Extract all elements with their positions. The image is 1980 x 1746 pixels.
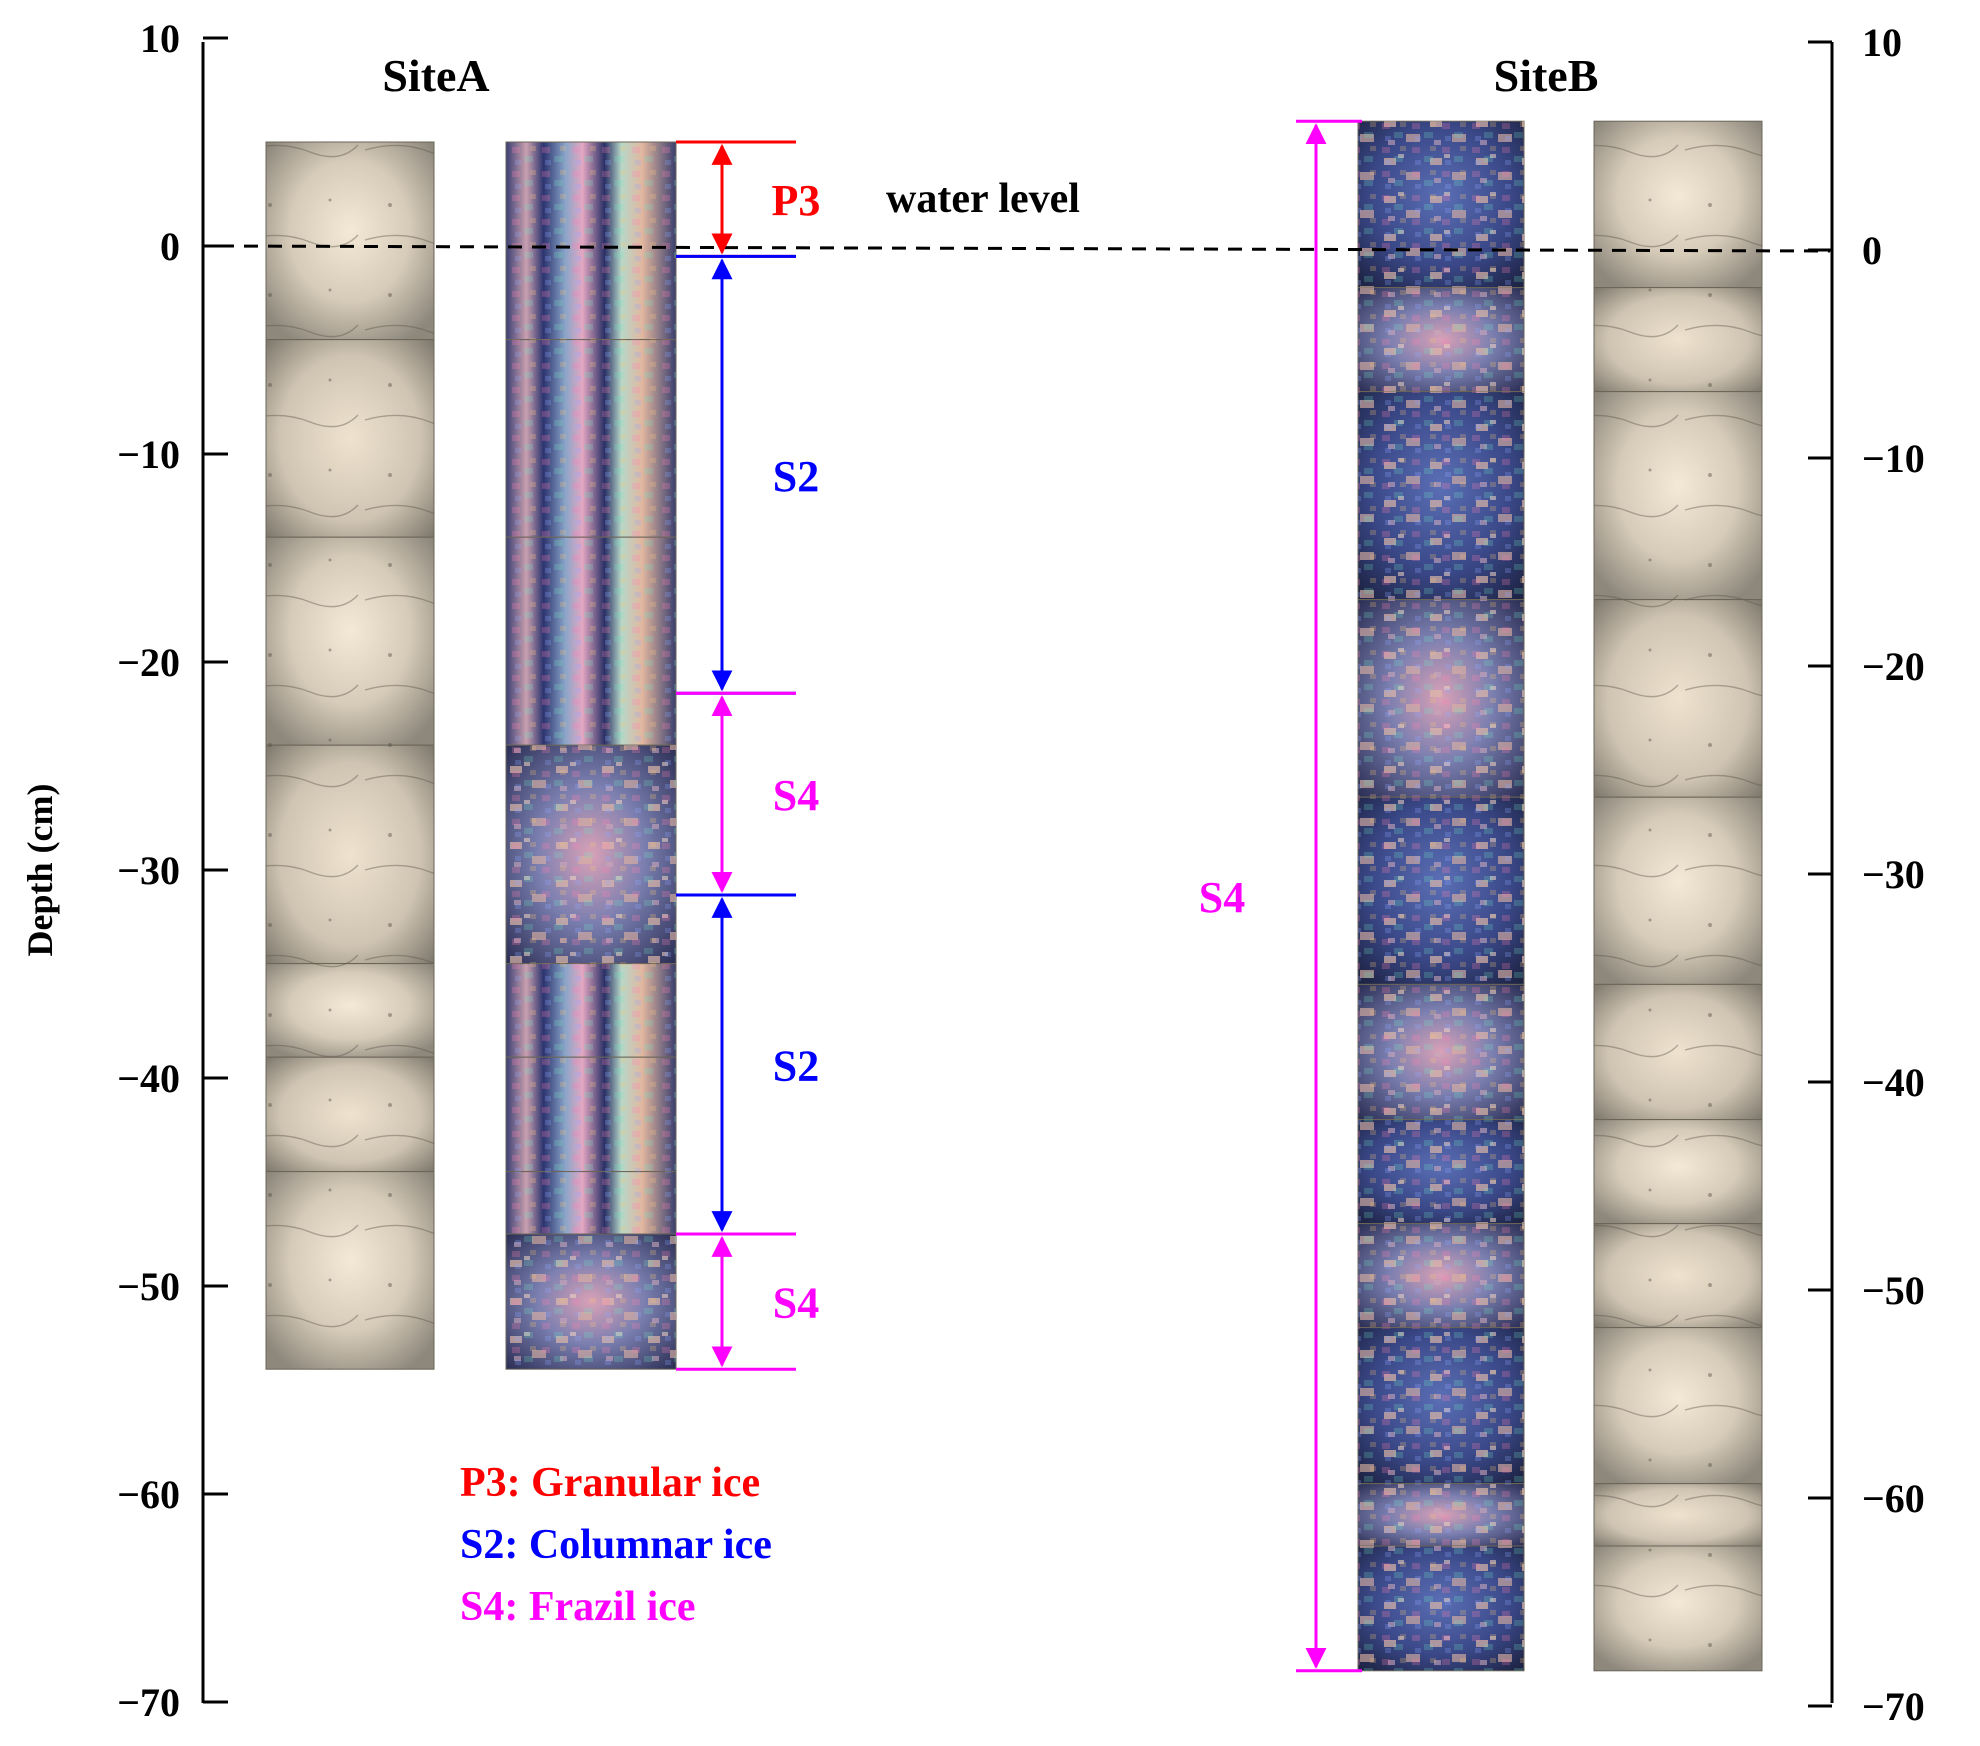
right-axis-ticks: 10 0 −10 −20 −30 −40 −50 −60 −70	[1808, 20, 1925, 1729]
left-tick-label: −30	[117, 848, 180, 893]
plain-core-photo-segment	[1593, 796, 1763, 985]
layer-label: S2	[773, 1041, 819, 1090]
left-tick-label: 10	[140, 16, 180, 61]
plain-core-photo-segment	[265, 963, 435, 1058]
right-tick-label: −70	[1862, 1684, 1925, 1729]
plain-core-photo-segment	[1593, 1119, 1763, 1225]
left-tick-label: 0	[160, 224, 180, 269]
polarized-core-photo-segment	[505, 963, 677, 1058]
legend-entry: S2: Columnar ice	[460, 1522, 772, 1568]
layer-bracket-s4: S4	[676, 691, 819, 897]
water-level-line	[219, 244, 1831, 253]
layer-bracket-s4: S4	[1199, 119, 1362, 1673]
polarized-core-photo-segment	[1357, 1483, 1525, 1547]
layer-bracket-s4: S4	[676, 1232, 819, 1371]
right-tick-label: −20	[1862, 644, 1925, 689]
legend-entry: P3: Granular ice	[460, 1460, 760, 1506]
left-tick-label: −20	[117, 640, 180, 685]
polarized-core-photo-segment	[1357, 599, 1525, 798]
polarized-core-photo-segment	[505, 744, 677, 965]
left-tick-label: −70	[117, 1680, 180, 1725]
right-tick-label: −60	[1862, 1476, 1925, 1521]
ice-type-legend: P3: Granular ice S2: Columnar ice S4: Fraz…	[460, 1460, 772, 1630]
plain-core-photo-segment	[265, 339, 435, 538]
left-tick-label: −50	[117, 1264, 180, 1309]
plain-core-photo-segment	[265, 1056, 435, 1173]
polarized-core-photo-segment	[505, 536, 677, 746]
site-a-polarized-core	[505, 141, 677, 1370]
polarized-core-photo-segment	[505, 1171, 677, 1235]
left-tick-label: −60	[117, 1472, 180, 1517]
site-b-title: SiteB	[1494, 50, 1599, 101]
left-depth-axis: 10 0 −10 −20 −30 −40 −50 −60 −70	[117, 16, 228, 1725]
left-tick-label: −10	[117, 432, 180, 477]
layer-label: S4	[773, 771, 819, 820]
polarized-core-photo-segment	[1357, 391, 1525, 601]
left-tick-label: −40	[117, 1056, 180, 1101]
layer-label: S4	[773, 1279, 819, 1328]
polarized-core-photo-segment	[505, 339, 677, 538]
plain-core-photo-segment	[265, 141, 435, 341]
polarized-core-photo-segment	[1357, 1119, 1525, 1225]
legend-entry: S4: Frazil ice	[460, 1584, 696, 1630]
polarized-core-photo-segment	[1357, 796, 1525, 985]
polarized-core-photo-segment	[1357, 287, 1525, 393]
right-tick-label: −50	[1862, 1268, 1925, 1313]
polarized-core-photo-segment	[1357, 120, 1525, 289]
right-tick-label: −10	[1862, 436, 1925, 481]
polarized-core-photo-segment	[1357, 983, 1525, 1121]
left-axis-ticks: 10 0 −10 −20 −30 −40 −50 −60 −70	[117, 16, 228, 1725]
right-depth-axis: 10 0 −10 −20 −30 −40 −50 −60 −70	[1808, 20, 1925, 1729]
plain-core-photo-segment	[1593, 599, 1763, 798]
right-tick-label: 10	[1862, 20, 1902, 65]
plain-core-photo-segment	[1593, 287, 1763, 393]
layer-bracket-s2: S2	[676, 893, 819, 1236]
plain-core-photo-segment	[1593, 120, 1763, 289]
plain-core-photo-segment	[1593, 983, 1763, 1121]
site-a-plain-core	[265, 141, 435, 1370]
polarized-core-photo-segment	[1357, 1223, 1525, 1329]
layer-label: S2	[773, 452, 819, 501]
plain-core-photo-segment	[1593, 1327, 1763, 1485]
layer-label: S4	[1199, 873, 1245, 922]
site-b-plain-core	[1593, 120, 1763, 1672]
polarized-core-photo-segment	[1357, 1327, 1525, 1485]
layer-bracket-p3: P3	[676, 140, 821, 258]
plain-core-photo-segment	[1593, 1545, 1763, 1672]
right-tick-label: 0	[1862, 228, 1882, 273]
water-level-label: water level	[886, 176, 1080, 222]
site-b-polarized-core	[1357, 120, 1525, 1672]
layer-label: P3	[772, 176, 821, 225]
plain-core-photo-segment	[265, 1171, 435, 1370]
site-a-layer-brackets: P3 S2 S4 S2 S4	[676, 140, 821, 1371]
right-tick-label: −30	[1862, 852, 1925, 897]
plain-core-photo-segment	[1593, 391, 1763, 601]
plain-core-photo-segment	[265, 744, 435, 965]
right-tick-label: −40	[1862, 1060, 1925, 1105]
depth-axis-label: Depth (cm)	[20, 784, 60, 957]
layer-bracket-s2: S2	[676, 254, 819, 695]
plain-core-photo-segment	[1593, 1223, 1763, 1329]
polarized-core-photo-segment	[1357, 1545, 1525, 1672]
site-b-layer-brackets: S4	[1199, 119, 1362, 1673]
polarized-core-photo-segment	[505, 141, 677, 341]
plain-core-photo-segment	[1593, 1483, 1763, 1547]
polarized-core-photo-segment	[505, 1056, 677, 1173]
plain-core-photo-segment	[265, 536, 435, 746]
polarized-core-photo-segment	[505, 1233, 677, 1370]
site-a-title: SiteA	[382, 50, 489, 101]
